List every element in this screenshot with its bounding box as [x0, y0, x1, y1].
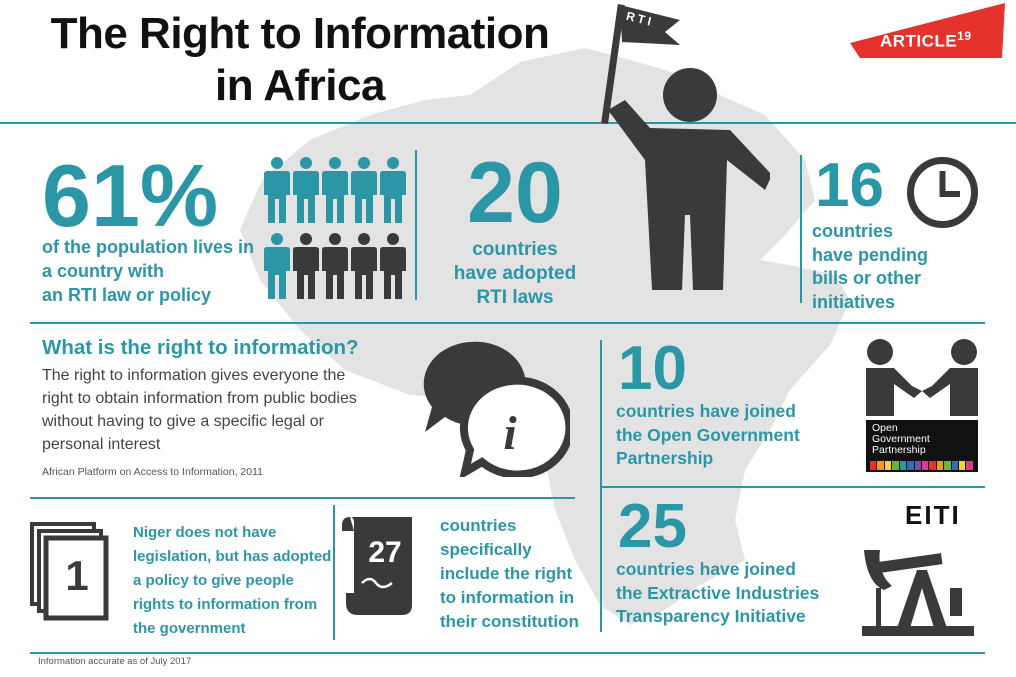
- niger-text: Niger does not have legislation, but has…: [133, 524, 332, 637]
- divider-v3: [600, 340, 602, 632]
- divider-bottom: [30, 652, 985, 654]
- ogp-logo: Open Government Partnership: [866, 420, 978, 472]
- person-icon: [351, 233, 377, 299]
- article19-logo-text: ARTICLE: [880, 31, 958, 51]
- person-icon: [322, 233, 348, 299]
- ogp-stripe: [929, 461, 936, 470]
- article19-logo: ARTICLE19: [850, 3, 1010, 63]
- adopted-text: countries have adopted RTI laws: [453, 239, 577, 308]
- article19-logo-shape: [850, 3, 1005, 58]
- eiti-logo: EITI: [905, 500, 961, 530]
- clock-icon: [907, 157, 978, 228]
- eiti-value: 25: [618, 492, 687, 561]
- divider-mid: [30, 322, 985, 324]
- population-value: 61%: [42, 146, 219, 245]
- article19-logo-number: 19: [957, 29, 972, 43]
- pending-value: 16: [815, 151, 884, 220]
- constitution-text: countries specifically include the right…: [440, 516, 579, 631]
- ogp-value: 10: [618, 334, 687, 403]
- person-icon: [264, 157, 290, 223]
- ogp-stripe: [907, 461, 914, 470]
- ogp-text: countries have joined the Open Governmen…: [616, 401, 800, 468]
- divider-right-lower: [600, 486, 985, 488]
- handshake-icon: [866, 339, 978, 416]
- ogp-logo-line1: Open: [872, 422, 898, 434]
- pending-text: countries have pending bills or other in…: [812, 221, 929, 312]
- ogp-stripe: [959, 461, 966, 470]
- ogp-stripe: [951, 461, 959, 470]
- oil-pump-icon: [862, 550, 974, 636]
- person-icon: [380, 233, 406, 299]
- ogp-logo-stripes: [870, 461, 974, 470]
- person-icon: [293, 233, 319, 299]
- divider-left-lower: [30, 497, 575, 499]
- ogp-stripe: [914, 461, 921, 470]
- person-icon: [264, 233, 290, 299]
- definition-body: The right to information gives everyone …: [42, 367, 357, 453]
- footer-note: Information accurate as of July 2017: [38, 656, 192, 667]
- ogp-stripe: [892, 461, 899, 470]
- person-icon: [351, 157, 377, 223]
- person-icon: [380, 157, 406, 223]
- population-people-icons: [264, 157, 406, 299]
- ogp-stripe: [944, 461, 951, 470]
- document-stack-icon: [30, 522, 109, 621]
- divider-v2: [800, 155, 802, 303]
- definition-source: African Platform on Access to Informatio…: [42, 466, 263, 478]
- person-with-flag-icon: [601, 4, 770, 290]
- scroll-icon: [342, 517, 412, 615]
- info-speech-bubble-icon: i: [423, 341, 570, 477]
- ogp-stripe: [936, 461, 944, 470]
- ogp-stripe: [877, 461, 884, 470]
- divider-v4: [333, 505, 335, 640]
- person-icon: [293, 157, 319, 223]
- niger-value: 1: [65, 552, 89, 599]
- person-icon: [322, 157, 348, 223]
- ogp-logo-line3: Partnership: [872, 444, 926, 456]
- ogp-stripe: [899, 461, 907, 470]
- definition-heading: What is the right to information?: [42, 336, 359, 359]
- eiti-text: countries have joined the Extractive Ind…: [616, 559, 820, 626]
- ogp-stripe: [870, 461, 877, 470]
- population-text: of the population lives in a country wit…: [42, 237, 255, 305]
- divider-top: [0, 122, 1016, 124]
- svg-text:i: i: [503, 407, 517, 460]
- ogp-stripe: [966, 461, 973, 470]
- adopted-value: 20: [467, 145, 563, 241]
- divider-v1: [415, 150, 417, 300]
- ogp-stripe: [921, 461, 929, 470]
- constitution-value: 27: [368, 536, 402, 569]
- ogp-logo-line2: Government: [872, 433, 930, 445]
- page-title: The Right to Information in Africa: [50, 9, 550, 110]
- ogp-stripe: [884, 461, 892, 470]
